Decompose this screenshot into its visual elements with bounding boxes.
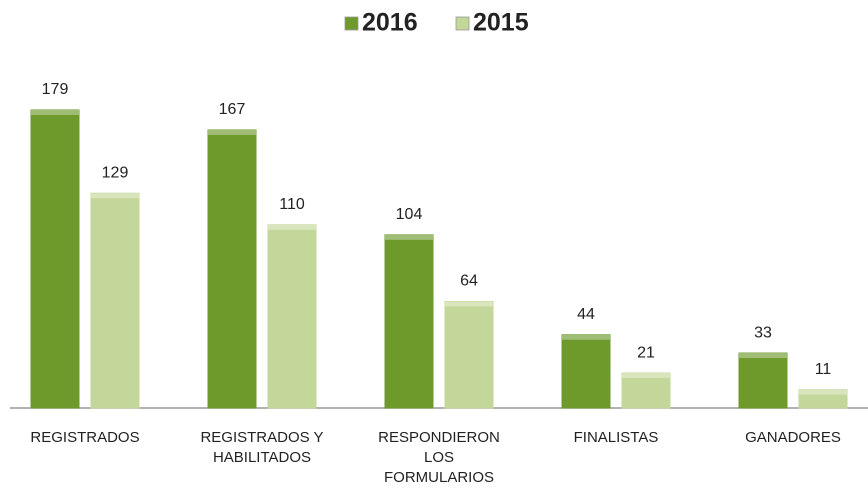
x-tick-label: GANADORES bbox=[745, 429, 841, 446]
bar bbox=[267, 224, 317, 409]
data-label: 11 bbox=[815, 361, 832, 378]
bar-highlight bbox=[91, 193, 139, 199]
bar bbox=[621, 372, 671, 409]
data-label: 21 bbox=[637, 344, 655, 361]
bar bbox=[384, 234, 434, 409]
data-label: 129 bbox=[102, 164, 129, 181]
data-label: 110 bbox=[279, 196, 305, 213]
bar-highlight bbox=[385, 234, 433, 240]
bar bbox=[798, 389, 848, 409]
x-tick-label: REGISTRADOS bbox=[30, 429, 140, 446]
bar bbox=[207, 129, 257, 409]
bar-highlight bbox=[739, 353, 787, 359]
bar-highlight bbox=[799, 389, 847, 395]
data-label: 44 bbox=[577, 306, 595, 323]
bar-highlight bbox=[562, 334, 610, 340]
bar-highlight bbox=[268, 224, 316, 230]
bar bbox=[444, 300, 494, 409]
bar bbox=[561, 334, 611, 409]
data-label: 167 bbox=[219, 101, 246, 118]
x-tick-label: REGISTRADOS Y HABILITADOS bbox=[200, 429, 324, 466]
bar-highlight bbox=[208, 129, 256, 135]
legend-label: 2016 bbox=[362, 9, 418, 37]
bar bbox=[30, 109, 80, 409]
legend-swatch bbox=[344, 16, 359, 31]
x-tick-label: RESPONDIERON LOS FORMULARIOS bbox=[378, 429, 500, 486]
chart: 179 129 167 110 104 64 44 21 33 11 2016 2015 REGIST… bbox=[10, 9, 868, 486]
chart-canvas: 179 129 167 110 104 64 44 21 33 11 2016 2015 bbox=[10, 9, 868, 409]
bar-highlight bbox=[622, 373, 670, 379]
data-label: 104 bbox=[396, 206, 423, 223]
bar bbox=[90, 192, 140, 409]
data-label: 64 bbox=[460, 273, 478, 290]
data-label: 179 bbox=[42, 81, 69, 98]
data-label: 33 bbox=[754, 324, 772, 341]
bar-highlight bbox=[445, 301, 493, 307]
legend-label: 2015 bbox=[473, 9, 529, 37]
x-tick-label: FINALISTAS bbox=[573, 429, 659, 446]
bar bbox=[738, 352, 788, 409]
bar-highlight bbox=[31, 110, 79, 115]
legend-swatch bbox=[455, 16, 470, 31]
